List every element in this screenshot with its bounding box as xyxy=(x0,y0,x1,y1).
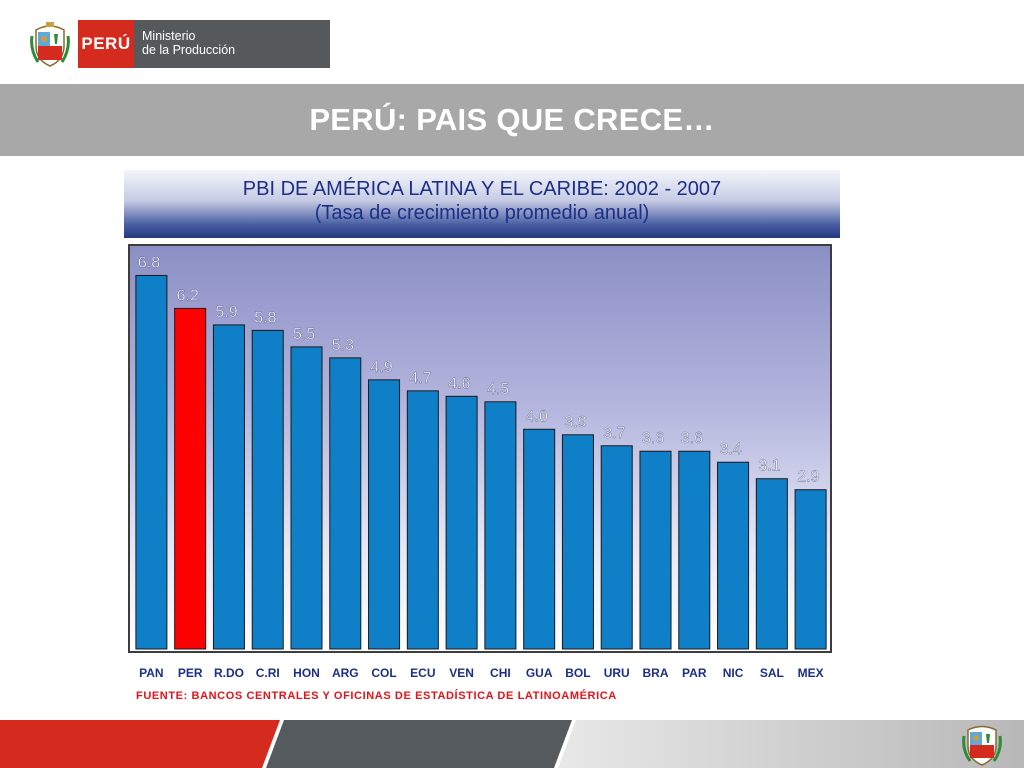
bar-bol xyxy=(561,434,594,650)
bar-chart: 6.8 PAN 6.2 PER 5.9 R.DO 5.8 C.RI 5.5 HON 5.3 ARG 4.… xyxy=(135,254,827,680)
category-label: GUA xyxy=(526,666,553,680)
value-label: 3.7 xyxy=(603,425,625,442)
category-label: COL xyxy=(371,666,396,680)
value-label: 3.4 xyxy=(720,441,742,458)
category-label: R.DO xyxy=(214,666,244,680)
chart-title: PBI DE AMÉRICA LATINA Y EL CARIBE: 2002 … xyxy=(242,178,722,200)
value-label: 5.3 xyxy=(332,337,354,354)
value-label: 2.9 xyxy=(797,469,819,486)
category-label: VEN xyxy=(449,666,474,680)
value-label: 6.8 xyxy=(138,254,160,271)
bar-chi xyxy=(484,401,517,650)
bar-ven xyxy=(445,395,478,650)
bar-gua xyxy=(523,428,556,650)
category-label: C.RI xyxy=(256,666,280,680)
category-label: URU xyxy=(604,666,630,680)
peru-label: PERÚ xyxy=(81,34,131,53)
chart-header: PBI DE AMÉRICA LATINA Y EL CARIBE: 2002 … xyxy=(124,170,840,238)
peru-brand-box: PERÚ xyxy=(78,20,134,68)
plot-area xyxy=(128,244,832,653)
category-label: SAL xyxy=(760,666,784,680)
category-label: PAN xyxy=(139,666,163,680)
value-label: 6.2 xyxy=(177,287,199,304)
category-label: BOL xyxy=(565,666,590,680)
bar-rdo xyxy=(212,324,245,650)
bar-per xyxy=(174,307,207,650)
bar-uru xyxy=(600,445,633,650)
category-label: PAR xyxy=(682,666,707,680)
value-label: 4.7 xyxy=(409,370,431,387)
bar-sal xyxy=(755,478,788,650)
value-label: 4.5 xyxy=(487,381,509,398)
value-label: 4.9 xyxy=(371,359,393,376)
value-label: 5.5 xyxy=(293,326,315,343)
bar-arg xyxy=(329,357,362,650)
bar-hon xyxy=(290,346,323,650)
coat-of-arms-icon xyxy=(30,22,70,67)
category-label: ARG xyxy=(332,666,359,680)
value-label: 3.6 xyxy=(681,430,703,447)
ministry-name-box: Ministerio de la Producción xyxy=(134,20,330,68)
footer-stripes xyxy=(0,720,1024,768)
category-label: ECU xyxy=(410,666,435,680)
category-label: BRA xyxy=(643,666,669,680)
ministry-line-2: de la Producción xyxy=(142,43,236,57)
category-label: HON xyxy=(293,666,320,680)
ministry-logo: PERÚ Ministerio de la Producción xyxy=(30,20,330,68)
category-label: PER xyxy=(178,666,203,680)
value-label: 5.8 xyxy=(254,309,276,326)
category-label: NIC xyxy=(723,666,744,680)
value-label: 4.0 xyxy=(526,408,548,425)
value-label: 3.9 xyxy=(564,414,586,431)
value-label: 4.6 xyxy=(448,375,470,392)
chart-container: PBI DE AMÉRICA LATINA Y EL CARIBE: 2002 … xyxy=(124,170,840,710)
bar-mex xyxy=(794,489,827,650)
bar-pan xyxy=(135,274,168,650)
value-label: 3.6 xyxy=(642,430,664,447)
chart-subtitle: (Tasa de crecimiento promedio anual) xyxy=(314,202,650,224)
category-label: MEX xyxy=(798,666,824,680)
bar-ecu xyxy=(406,390,439,650)
bar-par xyxy=(678,450,711,650)
bar-col xyxy=(368,379,401,650)
value-label: 5.9 xyxy=(215,304,237,321)
value-label: 3.1 xyxy=(758,458,780,475)
ministry-line-1: Ministerio xyxy=(142,29,196,43)
footer-coat-of-arms-icon xyxy=(962,725,1002,766)
bar-bra xyxy=(639,450,672,650)
bar-nic xyxy=(717,461,750,650)
category-label: CHI xyxy=(490,666,511,680)
chart-source-note: FUENTE: BANCOS CENTRALES Y OFICINAS DE E… xyxy=(136,690,617,702)
slide-title: PERÚ: PAIS QUE CRECE… xyxy=(309,102,715,137)
slide-title-bar: PERÚ: PAIS QUE CRECE… xyxy=(0,84,1024,156)
bar-cri xyxy=(251,329,284,650)
